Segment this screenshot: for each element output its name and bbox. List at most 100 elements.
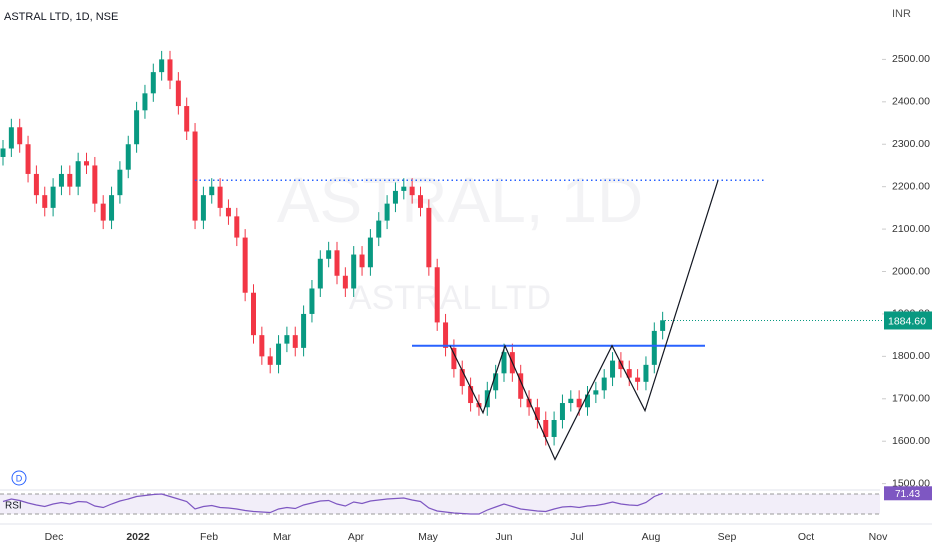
candle-body xyxy=(58,173,64,187)
candle-body xyxy=(8,127,14,149)
candle-body xyxy=(284,335,290,344)
y-tick-label: 1600.00 xyxy=(892,435,930,447)
candle-body xyxy=(543,420,549,437)
candle-body xyxy=(434,267,440,323)
candle-body xyxy=(276,343,282,365)
y-tick-label: 2400.00 xyxy=(892,96,930,108)
rsi-last-box xyxy=(884,486,932,501)
y-tick-label: 2000.00 xyxy=(892,265,930,277)
candle-body xyxy=(84,161,89,166)
candle-body xyxy=(443,322,449,348)
candle-body xyxy=(200,195,206,221)
candle-body xyxy=(651,330,657,365)
candle-body xyxy=(660,320,666,331)
y-tick-label: 1800.00 xyxy=(892,350,930,362)
x-tick-label: May xyxy=(418,531,439,543)
candle-body xyxy=(92,165,98,204)
candle-body xyxy=(526,398,532,408)
candle-body xyxy=(142,93,148,111)
candle-body xyxy=(576,398,582,408)
candle-body xyxy=(0,148,6,157)
candle-body xyxy=(25,144,31,174)
candle-body xyxy=(267,356,273,365)
candle-body xyxy=(242,237,248,293)
candle-body xyxy=(451,347,457,370)
chart-title: ASTRAL LTD, 1D, NSE xyxy=(4,11,118,23)
candle-body xyxy=(610,360,616,378)
x-tick-label: Jun xyxy=(496,531,513,543)
candle-body xyxy=(585,394,590,408)
badge-circle[interactable] xyxy=(11,470,27,486)
candle-body xyxy=(409,186,415,196)
candle-body xyxy=(134,110,140,145)
x-tick-label: 2022 xyxy=(126,531,150,543)
last-price-label: 1884.60 xyxy=(888,315,926,327)
last-price-box xyxy=(884,311,932,330)
candle-body xyxy=(109,195,115,221)
candle-body xyxy=(167,59,173,81)
candle-body xyxy=(618,360,624,370)
candle-body xyxy=(309,288,315,314)
x-tick-label: Feb xyxy=(200,531,218,543)
x-tick-label: Aug xyxy=(642,531,661,543)
candle-body xyxy=(635,377,641,382)
x-tick-label: Sep xyxy=(718,531,737,543)
candle-body xyxy=(100,203,106,221)
candle-body xyxy=(234,216,240,238)
candle-body xyxy=(209,186,215,196)
candle-body xyxy=(175,80,181,107)
candle-body xyxy=(626,369,632,378)
candle-body xyxy=(192,131,198,221)
candle-body xyxy=(359,254,365,268)
candle-body xyxy=(401,186,407,191)
candle-body xyxy=(501,352,507,374)
y-tick-label: 2500.00 xyxy=(892,53,930,65)
candle-body xyxy=(392,190,398,204)
candle-body xyxy=(251,292,256,336)
x-tick-label: Dec xyxy=(45,531,64,543)
y-tick-label: 2300.00 xyxy=(892,138,930,150)
x-tick-label: Apr xyxy=(348,531,365,543)
candle-body xyxy=(342,275,348,289)
candle-body xyxy=(67,173,73,187)
candle-body xyxy=(459,369,465,387)
candle-body xyxy=(50,186,56,208)
candle-body xyxy=(75,161,81,187)
rsi-line xyxy=(2,492,663,515)
candle-body xyxy=(301,313,307,348)
candle-body xyxy=(217,186,223,208)
candle-body xyxy=(601,377,607,391)
candle-body xyxy=(551,420,557,437)
watermark: ASTRAL, 1D xyxy=(277,164,643,236)
y-tick-label: 1700.00 xyxy=(892,393,930,405)
candle-body xyxy=(159,59,165,73)
x-tick-label: Mar xyxy=(273,531,292,543)
candle-body xyxy=(643,364,649,382)
y-tick-label: 2200.00 xyxy=(892,180,930,192)
candle-body xyxy=(593,390,599,395)
candle-body xyxy=(351,254,357,289)
candle-body xyxy=(568,398,574,404)
candle-body xyxy=(367,237,373,268)
candle-body xyxy=(225,207,231,217)
candle-body xyxy=(559,403,565,420)
candle-body xyxy=(468,386,474,404)
rsi-band xyxy=(0,494,880,514)
candle-body xyxy=(418,195,423,208)
x-tick-label: Jul xyxy=(570,531,583,543)
candle-body xyxy=(326,250,332,259)
pattern-line xyxy=(449,180,719,461)
candle-body xyxy=(292,335,298,348)
candle-body xyxy=(376,220,382,238)
candle-body xyxy=(17,127,23,145)
candle-body xyxy=(184,106,190,132)
x-tick-label: Oct xyxy=(798,531,814,543)
candle-body xyxy=(317,258,323,289)
interval-badge[interactable]: D xyxy=(16,473,23,483)
candle-body xyxy=(534,407,540,420)
candle-body xyxy=(493,373,499,391)
candle-body xyxy=(33,173,39,196)
